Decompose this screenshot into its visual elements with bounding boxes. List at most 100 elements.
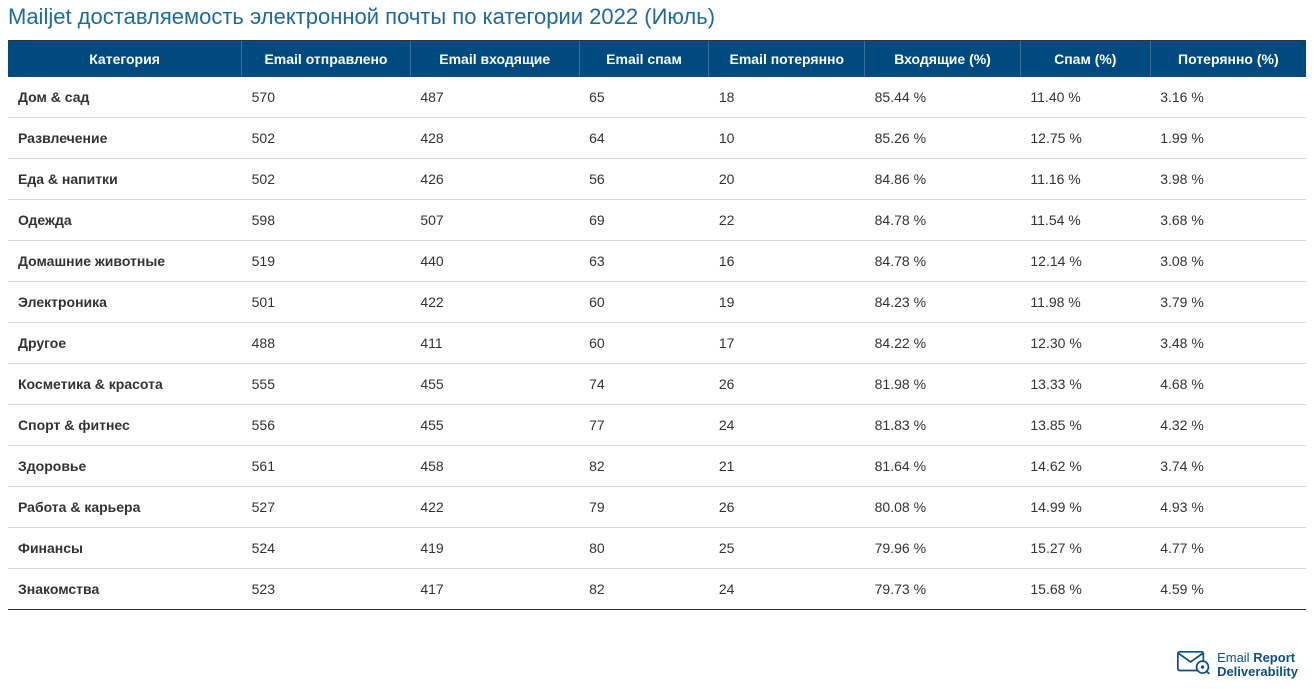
table-header-cell: Спам (%) <box>1020 41 1150 77</box>
table-cell: 598 <box>242 200 411 241</box>
table-cell: 519 <box>242 241 411 282</box>
table-row: Еда & напитки502426562084.86 %11.16 %3.9… <box>8 159 1306 200</box>
table-row: Косметика & красота555455742681.98 %13.3… <box>8 364 1306 405</box>
envelope-icon <box>1177 648 1211 681</box>
table-cell: 507 <box>410 200 579 241</box>
table-cell: 3.79 % <box>1150 282 1306 323</box>
table-row: Дом & сад570487651885.44 %11.40 %3.16 % <box>8 77 1306 118</box>
table-cell: 487 <box>410 77 579 118</box>
table-cell: Знакомства <box>8 569 242 610</box>
table-cell: 502 <box>242 118 411 159</box>
table-cell: 4.77 % <box>1150 528 1306 569</box>
table-cell: 11.16 % <box>1020 159 1150 200</box>
table-cell: 3.08 % <box>1150 241 1306 282</box>
logo-line2: Deliverability <box>1217 665 1298 679</box>
table-header-cell: Email потерянно <box>709 41 865 77</box>
table-cell: Одежда <box>8 200 242 241</box>
table-cell: 524 <box>242 528 411 569</box>
table-cell: 488 <box>242 323 411 364</box>
table-cell: 85.26 % <box>865 118 1021 159</box>
table-cell: 60 <box>579 323 709 364</box>
table-cell: 22 <box>709 200 865 241</box>
table-cell: 10 <box>709 118 865 159</box>
table-cell: 428 <box>410 118 579 159</box>
table-cell: 523 <box>242 569 411 610</box>
table-cell: Электроника <box>8 282 242 323</box>
table-cell: Здоровье <box>8 446 242 487</box>
table-cell: Косметика & красота <box>8 364 242 405</box>
table-cell: 527 <box>242 487 411 528</box>
table-cell: 84.78 % <box>865 241 1021 282</box>
table-cell: 81.83 % <box>865 405 1021 446</box>
table-cell: 502 <box>242 159 411 200</box>
logo-line1b: Report <box>1253 650 1295 665</box>
table-cell: 417 <box>410 569 579 610</box>
table-cell: Дом & сад <box>8 77 242 118</box>
table-cell: 25 <box>709 528 865 569</box>
table-cell: 561 <box>242 446 411 487</box>
table-cell: 15.68 % <box>1020 569 1150 610</box>
table-cell: 79.96 % <box>865 528 1021 569</box>
table-cell: 63 <box>579 241 709 282</box>
table-cell: 84.78 % <box>865 200 1021 241</box>
table-cell: 11.54 % <box>1020 200 1150 241</box>
table-cell: Развлечение <box>8 118 242 159</box>
table-cell: 17 <box>709 323 865 364</box>
table-cell: 84.86 % <box>865 159 1021 200</box>
table-cell: 19 <box>709 282 865 323</box>
table-cell: 3.48 % <box>1150 323 1306 364</box>
table-cell: 4.59 % <box>1150 569 1306 610</box>
table-cell: 21 <box>709 446 865 487</box>
table-cell: 84.23 % <box>865 282 1021 323</box>
table-row: Работа & карьера527422792680.08 %14.99 %… <box>8 487 1306 528</box>
table-cell: 79.73 % <box>865 569 1021 610</box>
table-cell: 555 <box>242 364 411 405</box>
table-cell: 556 <box>242 405 411 446</box>
deliverability-table: КатегорияEmail отправленоEmail входящиеE… <box>8 41 1306 610</box>
table-cell: 11.40 % <box>1020 77 1150 118</box>
table-cell: 4.68 % <box>1150 364 1306 405</box>
table-header-cell: Потерянно (%) <box>1150 41 1306 77</box>
table-cell: Домашние животные <box>8 241 242 282</box>
table-row: Одежда598507692284.78 %11.54 %3.68 % <box>8 200 1306 241</box>
table-header-cell: Входящие (%) <box>865 41 1021 77</box>
table-cell: 65 <box>579 77 709 118</box>
page-title: Mailjet доставляемость электронной почты… <box>8 0 1306 40</box>
table-cell: 56 <box>579 159 709 200</box>
table-cell: Финансы <box>8 528 242 569</box>
table-cell: 422 <box>410 487 579 528</box>
table-cell: 12.75 % <box>1020 118 1150 159</box>
table-cell: 26 <box>709 487 865 528</box>
table-cell: 74 <box>579 364 709 405</box>
table-cell: 82 <box>579 446 709 487</box>
table-header-row: КатегорияEmail отправленоEmail входящиеE… <box>8 41 1306 77</box>
table-row: Развлечение502428641085.26 %12.75 %1.99 … <box>8 118 1306 159</box>
table-cell: 455 <box>410 405 579 446</box>
table-cell: Спорт & фитнес <box>8 405 242 446</box>
table-cell: 419 <box>410 528 579 569</box>
table-cell: 24 <box>709 405 865 446</box>
table-cell: 85.44 % <box>865 77 1021 118</box>
table-cell: 13.85 % <box>1020 405 1150 446</box>
table-header-cell: Категория <box>8 41 242 77</box>
table-cell: 1.99 % <box>1150 118 1306 159</box>
table-cell: 82 <box>579 569 709 610</box>
table-cell: 13.33 % <box>1020 364 1150 405</box>
table-cell: Еда & напитки <box>8 159 242 200</box>
table-header-cell: Email отправлено <box>242 41 411 77</box>
table-cell: 3.16 % <box>1150 77 1306 118</box>
table-cell: 15.27 % <box>1020 528 1150 569</box>
table-cell: 3.74 % <box>1150 446 1306 487</box>
table-cell: 4.93 % <box>1150 487 1306 528</box>
table-cell: 69 <box>579 200 709 241</box>
table-cell: 455 <box>410 364 579 405</box>
table-cell: 80.08 % <box>865 487 1021 528</box>
table-cell: 60 <box>579 282 709 323</box>
table-cell: Другое <box>8 323 242 364</box>
table-cell: 18 <box>709 77 865 118</box>
table-cell: 20 <box>709 159 865 200</box>
table-cell: 12.30 % <box>1020 323 1150 364</box>
table-cell: 3.98 % <box>1150 159 1306 200</box>
table-cell: 4.32 % <box>1150 405 1306 446</box>
table-cell: 422 <box>410 282 579 323</box>
